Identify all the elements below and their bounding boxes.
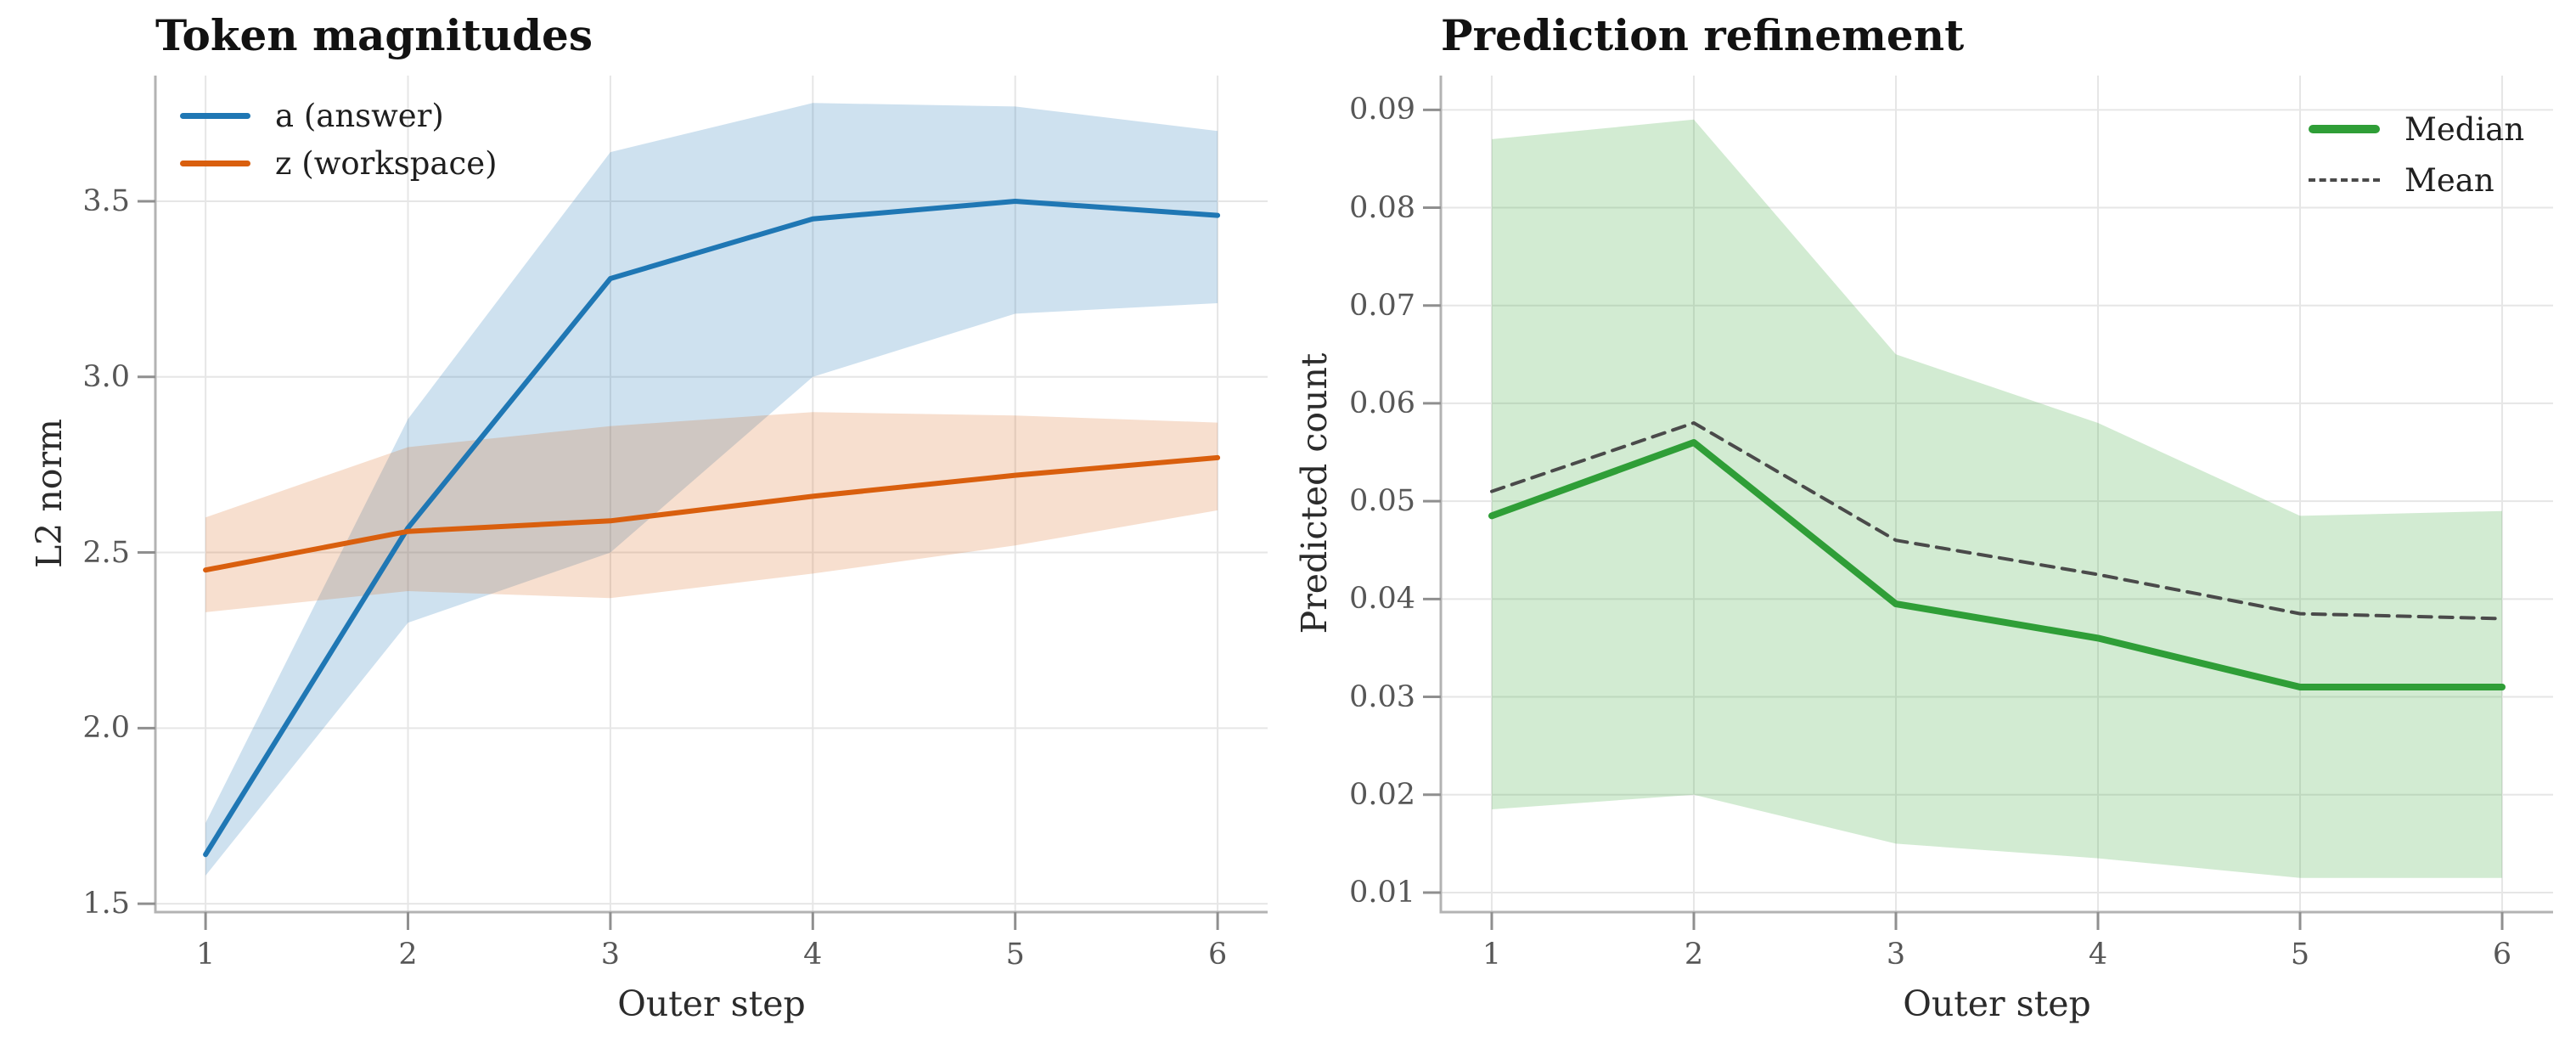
legend-label-z-workspace: z (workspace) [275,144,498,182]
line-series-1-0 [1488,439,2506,690]
y-tick-label: 0.04 [1349,582,1415,617]
right-panel-title: Prediction refinement [1441,10,1965,60]
x-tick-label: 5 [1005,938,1025,972]
z-workspace-line-swatch-icon [180,160,250,166]
x-tick-label: 2 [398,938,418,972]
median-line-swatch-icon [2309,125,2380,133]
x-tick-label: 3 [600,938,621,972]
y-tick-label: 1.5 [82,887,130,921]
x-tick-label: 6 [2492,938,2512,972]
band-series-0-1 [205,412,1218,612]
mean-dashed-line-swatch-icon [2309,178,2380,182]
x-tick-label: 5 [2290,938,2310,972]
y-tick-label: 0.08 [1349,190,1415,225]
band-series-1-0 [1492,119,2502,878]
line-series-1-1 [1490,421,2504,621]
line-series-0-1 [203,454,1221,573]
y-tick-label: 0.02 [1349,777,1415,812]
legend-item-z-workspace: z (workspace) [180,139,498,187]
band-series-0-0 [205,103,1218,876]
legend-item-a-answer: a (answer) [180,92,498,139]
x-tick-label: 2 [1684,938,1704,972]
legend-item-mean: Mean [2309,155,2524,206]
right-x-axis-label: Outer step [1903,983,2091,1024]
line-series-0-0 [203,199,1221,858]
left-x-axis-label: Outer step [617,983,806,1024]
legend-label-a-answer: a (answer) [275,97,444,134]
x-tick-label: 3 [1886,938,1906,972]
right-legend: Median Mean [2309,104,2524,206]
y-tick-label: 0.01 [1349,875,1415,910]
left-legend: a (answer) z (workspace) [180,92,498,187]
y-tick-label: 0.06 [1349,386,1415,420]
x-tick-label: 6 [1207,938,1228,972]
legend-item-median: Median [2309,104,2524,155]
y-tick-label: 3.5 [82,184,130,219]
left-panel-title: Token magnitudes [155,10,593,60]
left-y-axis-label: L2 norm [29,419,70,568]
y-tick-label: 2.0 [82,711,130,746]
legend-label-mean: Mean [2404,161,2494,199]
legend-label-median: Median [2404,110,2525,148]
y-tick-label: 2.5 [82,535,130,570]
a-answer-line-swatch-icon [180,112,250,119]
x-tick-label: 4 [2088,938,2108,972]
y-tick-label: 0.07 [1349,288,1415,323]
y-tick-label: 0.05 [1349,484,1415,519]
x-tick-label: 4 [803,938,823,972]
y-tick-label: 3.0 [82,359,130,394]
y-tick-label: 0.03 [1349,679,1415,714]
x-tick-label: 1 [195,938,216,972]
y-tick-label: 0.09 [1349,93,1415,127]
x-tick-label: 1 [1482,938,1502,972]
